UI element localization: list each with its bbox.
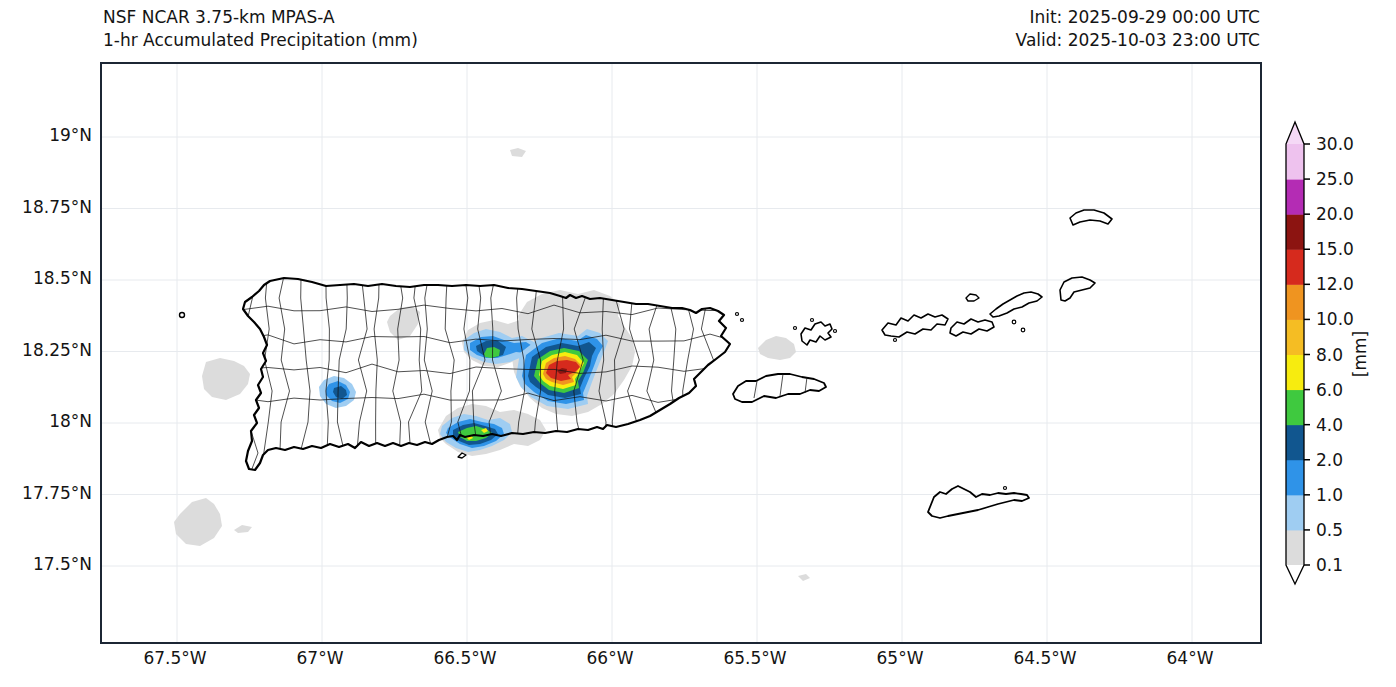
colorbar-tick-label: 1.0: [1316, 485, 1343, 505]
graticule: [102, 64, 1260, 642]
y-tick-label: 18°N: [0, 410, 92, 432]
desecheo-island: [180, 313, 185, 318]
valid-time: Valid: 2025-10-03 23:00 UTC: [1016, 29, 1260, 52]
x-tick-label: 65°W: [840, 648, 960, 668]
islet: [794, 327, 797, 330]
colorbar-tick-label: 25.0: [1316, 169, 1354, 189]
coastlines: [180, 210, 1113, 518]
colorbar-tick-label: 20.0: [1316, 204, 1354, 224]
islet: [1012, 320, 1016, 324]
colorbar-tick-label: 10.0: [1316, 309, 1354, 329]
colorbar-segment: [1286, 355, 1304, 391]
figure: { "header": { "model_line": "NSF NCAR 3.…: [0, 0, 1396, 687]
init-valid-block: Init: 2025-09-29 00:00 UTCValid: 2025-10…: [1016, 6, 1260, 52]
x-tick-label: 64.5°W: [985, 648, 1105, 668]
colorbar-segment: [1286, 284, 1304, 320]
islet: [1004, 487, 1007, 490]
islet: [811, 319, 814, 322]
x-tick-label: 66.5°W: [405, 648, 525, 668]
st-croix-coast: [928, 486, 1029, 518]
y-tick-label: 18.25°N: [0, 339, 92, 361]
x-tick-label: 64°W: [1130, 648, 1250, 668]
map-plot-area: [100, 62, 1262, 644]
islet: [1021, 328, 1025, 332]
culebra-coast: [801, 322, 832, 345]
colorbar-under-arrow: [1286, 565, 1304, 584]
islet: [834, 330, 837, 333]
jost-van-dyke-coast: [966, 294, 979, 301]
colorbar-tick-labels: 0.1 0.5 1.0 2.0 4.0 6.0 8.0 10.0 12.0 15.0 20.0 25.…: [1316, 134, 1354, 575]
colorbar-tick-label: 8.0: [1316, 345, 1343, 365]
colorbar-segment: [1286, 425, 1304, 461]
islet: [741, 319, 744, 322]
colorbar-segment: [1286, 530, 1304, 566]
x-tick-label: 67.5°W: [115, 648, 235, 668]
model-title: NSF NCAR 3.75-km MPAS-A: [103, 6, 418, 29]
colorbar-unit-label: [mm]: [1350, 331, 1370, 377]
product-title: 1-hr Accumulated Precipitation (mm): [103, 29, 418, 52]
y-tick-label: 17.5°N: [0, 553, 92, 575]
islet: [894, 339, 897, 342]
colorbar-tick-label: 0.1: [1316, 555, 1343, 575]
st-john-coast: [950, 319, 994, 336]
colorbar-tick-label: 30.0: [1316, 134, 1354, 154]
colorbar-tick-label: 12.0: [1316, 274, 1354, 294]
vieques-coast: [733, 374, 826, 402]
init-time: Init: 2025-09-29 00:00 UTC: [1016, 6, 1260, 29]
tortola-coast: [990, 292, 1042, 317]
y-tick-label: 18.5°N: [0, 267, 92, 289]
colorbar-tick-label: 2.0: [1316, 450, 1343, 470]
x-tick-label: 65.5°W: [695, 648, 815, 668]
colorbar-tick-label: 4.0: [1316, 415, 1343, 435]
x-tick-label: 67°W: [260, 648, 380, 668]
colorbar-over-arrow: [1286, 122, 1304, 144]
colorbar-tick-label: 15.0: [1316, 239, 1354, 259]
colorbar-segment: [1286, 144, 1304, 180]
colorbar-tick-label: 0.5: [1316, 520, 1343, 540]
colorbar-segment: [1286, 214, 1304, 250]
map-svg: [102, 64, 1260, 642]
y-tick-label: 18.75°N: [0, 196, 92, 218]
y-tick-label: 19°N: [0, 124, 92, 146]
colorbar-tick-label: 6.0: [1316, 380, 1343, 400]
st-thomas-coast: [882, 314, 948, 337]
colorbar-segment: [1286, 249, 1304, 285]
islet: [736, 313, 739, 316]
precip-light-patches: [174, 148, 810, 581]
colorbar-segment: [1286, 390, 1304, 426]
y-tick-label: 17.75°N: [0, 482, 92, 504]
anegada-coast: [1070, 210, 1112, 225]
colorbar-segment: [1286, 319, 1304, 355]
colorbar-segments: [1286, 144, 1304, 566]
x-tick-label: 66°W: [550, 648, 670, 668]
virgin-gorda-coast: [1060, 277, 1095, 301]
title-block: NSF NCAR 3.75-km MPAS-A1-hr Accumulated …: [103, 6, 418, 52]
colorbar: 0.1 0.5 1.0 2.0 4.0 6.0 8.0 10.0 12.0 15.0 20.0 25.…: [1270, 110, 1396, 630]
colorbar-segment: [1286, 179, 1304, 215]
colorbar-segment: [1286, 495, 1304, 531]
caja-de-muertos: [458, 453, 466, 458]
colorbar-segment: [1286, 460, 1304, 496]
colorbar-ticks: [1304, 144, 1310, 565]
